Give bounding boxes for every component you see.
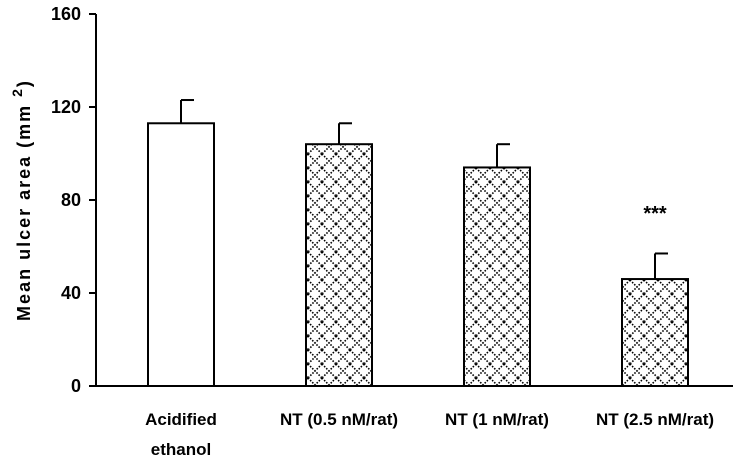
bar <box>621 278 689 387</box>
significance-annotation: *** <box>643 203 667 225</box>
y-tick-label: 120 <box>51 97 81 117</box>
y-axis-label: Mean ulcer area (mm 2) <box>9 79 34 321</box>
labels: Acidified ethanol NT (0.5 nM/rat) NT (1 nM/… <box>145 203 714 459</box>
x-tick-label: NT (2.5 nM/rat) <box>596 410 714 429</box>
bars <box>147 99 689 388</box>
y-tick-label: 0 <box>71 376 81 396</box>
bar <box>147 122 215 388</box>
bar <box>305 143 373 387</box>
y-tick-label: 80 <box>61 190 81 210</box>
bar <box>463 166 531 387</box>
y-tick-label: 40 <box>61 283 81 303</box>
x-tick-label: NT (0.5 nM/rat) <box>280 410 398 429</box>
x-tick-label: NT (1 nM/rat) <box>445 410 549 429</box>
x-tick-label: Acidified <box>145 410 217 429</box>
y-tick-label: 160 <box>51 4 81 24</box>
x-tick-label: ethanol <box>151 440 211 459</box>
